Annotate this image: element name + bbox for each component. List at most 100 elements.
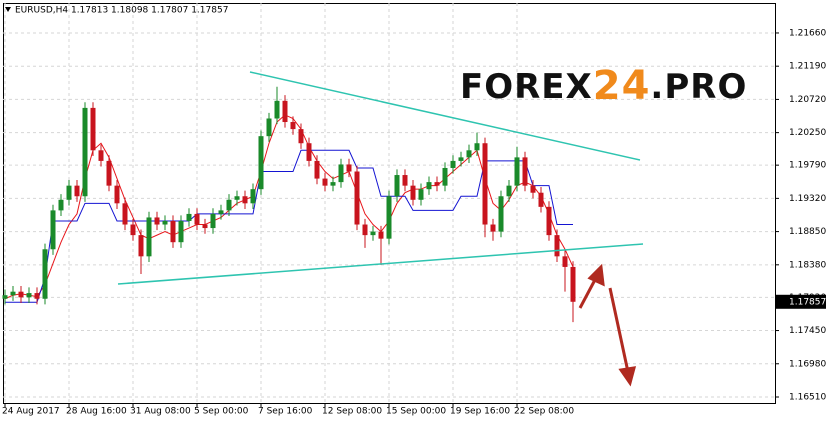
candle-body [354,171,360,225]
candle-body [538,192,544,207]
y-tick-label: 1.20250 [789,128,826,138]
candle-body [266,118,272,137]
trend-line [117,243,644,285]
last-price-label: 1.17857 [789,297,826,307]
arrow [608,287,630,373]
candle-body [506,185,512,197]
candle-body [146,217,152,257]
candle-body [474,143,480,151]
candle-body [306,143,312,161]
candle-body [82,107,88,197]
candle-body [570,266,576,302]
candle-body [514,157,520,186]
x-tick-label: 28 Aug 16:00 [66,407,127,417]
candle-body [58,199,64,211]
indicator-line [4,114,574,300]
candle-body [74,185,80,197]
candle-body [322,178,328,186]
title-icon [5,7,11,12]
candle-body [338,164,344,183]
candle-body [330,182,336,186]
candle-body [106,160,112,186]
candle-body [530,185,536,193]
candle-body [242,196,248,204]
candle-body [418,189,424,200]
y-tick-label: 1.17450 [789,326,826,336]
candle-body [450,160,456,168]
candle-body [290,122,296,130]
y-tick-label: 1.16980 [789,359,826,369]
x-tick-label: 5 Sep 00:00 [194,407,249,417]
candle-body [410,185,416,200]
candle-body [34,293,40,299]
candle-body [466,150,472,158]
last-price-box [776,294,826,309]
watermark-part: FOREX [460,67,593,107]
candle-body [298,129,304,144]
candle-body [282,100,288,123]
candle-body [258,136,264,190]
candle-body [250,189,256,204]
candle-body [186,213,192,221]
candle-body [178,220,184,243]
candle-body [274,100,280,119]
candle-body [162,220,168,225]
candle-body [378,231,384,239]
candle-body [394,175,400,197]
x-tick-label: 12 Sep 08:00 [322,407,382,417]
candle-body [402,175,408,186]
x-tick-label: 19 Sep 16:00 [450,407,510,417]
candle-body [138,235,144,257]
plot [2,86,576,323]
candle-body [458,157,464,161]
candle-body [226,199,232,211]
y-tick-label: 1.18850 [789,227,826,237]
candle-body [482,143,488,225]
y-tick-label: 1.20720 [789,95,826,105]
candle-body [210,213,216,229]
candle-body [170,220,176,243]
arrow-head [618,366,637,387]
candle-body [130,224,136,236]
candle-body [370,231,376,236]
candle-body [314,160,320,179]
candle-body [42,249,48,299]
candle-body [202,224,208,229]
candle-body [18,291,24,298]
arrows [578,263,637,387]
candle-body [50,210,56,250]
candle-body [554,235,560,257]
x-tick-label: 15 Sep 00:00 [386,407,446,417]
y-tick-label: 1.21190 [789,62,826,72]
watermark: FOREX24.PRO [460,63,747,109]
candle-body [2,295,8,299]
candle-body [442,167,448,186]
candle-body [98,150,104,161]
candle-body [522,157,528,186]
y-tick-label: 1.19320 [789,194,826,204]
candle-body [218,210,224,214]
candle-body [154,217,160,225]
candle-body [426,182,432,190]
y-tick-label: 1.16510 [789,392,826,402]
arrow-head [587,263,605,287]
candle-body [90,107,96,151]
x-tick-label: 7 Sep 16:00 [258,407,313,417]
candle-body [122,203,128,225]
candle-body [234,196,240,200]
trend-line [249,71,641,161]
candle-body [10,291,16,296]
watermark-part: .PRO [650,67,747,107]
candle-body [114,185,120,204]
y-tick-label: 1.18380 [789,260,826,270]
candle-body [498,196,504,232]
candle-body [386,196,392,239]
watermark-part: 24 [593,63,651,109]
candle-body [434,182,440,186]
candle-body [194,213,200,225]
candle-body [66,185,72,200]
candle-body [346,164,352,172]
indicator-line [5,149,573,303]
